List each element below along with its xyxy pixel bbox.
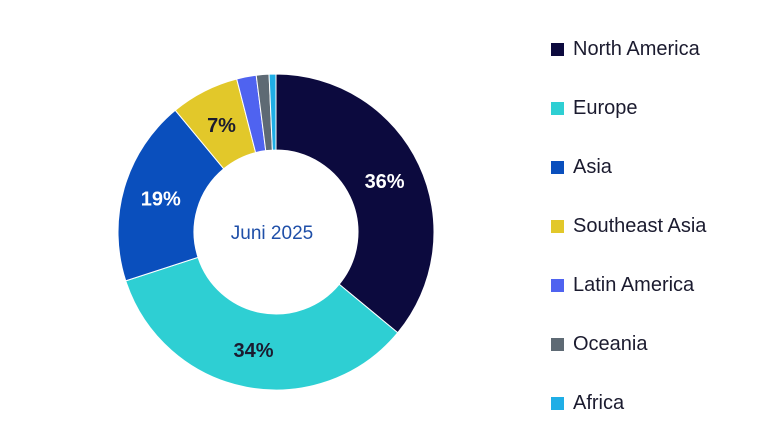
slice-europe <box>125 256 399 391</box>
slice-labels: 36% 34% 19% 7% <box>141 115 405 362</box>
legend-swatch-africa <box>551 397 564 410</box>
slice-north-america <box>275 73 435 334</box>
legend-label-africa: Africa <box>573 392 625 414</box>
legend-label-latin-america: Latin America <box>573 274 695 296</box>
slice-label-asia: 19% <box>141 189 181 211</box>
slice-label-southeast-asia: 7% <box>207 115 236 137</box>
legend-label-southeast-asia: Southeast Asia <box>573 215 707 237</box>
legend-swatch-southeast-asia <box>551 220 564 233</box>
legend-item-southeast-asia: Southeast Asia <box>551 197 706 256</box>
slice-africa <box>268 73 277 151</box>
slice-asia <box>117 109 225 282</box>
legend-label-europe: Europe <box>573 97 638 119</box>
center-label: Juni 2025 <box>231 223 313 244</box>
legend-swatch-latin-america <box>551 279 564 292</box>
legend-item-africa: Africa <box>551 374 706 433</box>
legend-label-oceania: Oceania <box>573 333 648 355</box>
legend-swatch-europe <box>551 102 564 115</box>
legend-label-asia: Asia <box>573 156 612 178</box>
legend-swatch-oceania <box>551 338 564 351</box>
legend-item-north-america: North America <box>551 20 706 79</box>
legend-swatch-asia <box>551 161 564 174</box>
legend-item-europe: Europe <box>551 79 706 138</box>
legend-item-latin-america: Latin America <box>551 256 706 315</box>
slice-label-north-america: 36% <box>365 171 405 193</box>
slice-label-europe: 34% <box>233 340 273 362</box>
legend-label-north-america: North America <box>573 38 700 60</box>
legend-item-asia: Asia <box>551 138 706 197</box>
legend: North America Europe Asia Southeast Asia Lat… <box>551 20 706 433</box>
legend-item-oceania: Oceania <box>551 315 706 374</box>
legend-swatch-north-america <box>551 43 564 56</box>
donut-slices <box>117 73 435 391</box>
